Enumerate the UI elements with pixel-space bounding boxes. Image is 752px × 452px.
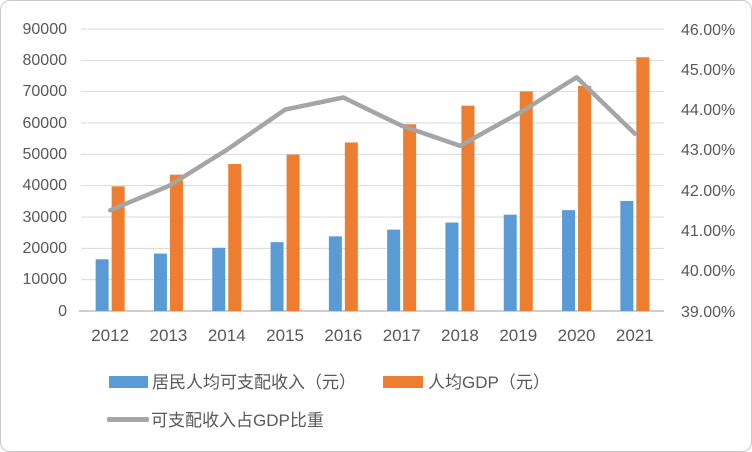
left-axis-tick-label: 10000 [22,271,68,289]
left-axis-tick-label: 60000 [22,114,68,132]
left-axis-tick-label: 40000 [22,177,68,195]
left-axis-tick-label: 70000 [22,83,68,101]
right-axis-tick-label: 45.00% [681,61,736,79]
x-axis-year-label: 2016 [324,326,363,345]
income-bar [503,214,517,311]
x-axis-year-label: 2018 [441,326,479,345]
income-bar [562,210,576,311]
income-bar [95,259,109,311]
left-axis-tick-label: 0 [58,302,67,320]
income-bar [445,222,459,311]
gdp-bar [286,154,300,311]
left-axis-tick-label: 20000 [22,239,68,257]
left-axis-tick-label: 50000 [22,145,68,163]
gdp-bar [519,91,533,311]
x-axis-year-label: 2021 [615,326,654,345]
gdp-bar [111,186,125,311]
x-axis-year-label: 2020 [557,326,596,345]
left-axis-tick-label: 80000 [22,51,68,69]
gdp-bar [461,105,475,312]
gdp-bar [344,142,358,311]
right-axis-tick-label: 44.00% [681,102,736,120]
x-axis-year-label: 2014 [207,326,246,345]
x-axis-year-label: 2017 [382,326,421,345]
right-axis-tick-label: 41.00% [681,222,736,240]
x-axis-year-label: 2013 [149,326,188,345]
left-axis-tick-label: 90000 [22,20,68,38]
left-axis-tick-label: 30000 [22,208,68,226]
gdp-bar [228,164,242,311]
income-bar [620,200,634,311]
income-bar [328,236,342,311]
gdp-bar [169,174,183,311]
right-axis-tick-label: 43.00% [681,142,736,160]
x-axis-year-label: 2019 [499,326,538,345]
income-bar [212,247,226,311]
ratio-line [107,75,638,213]
x-axis-year-label: 2012 [91,326,130,345]
income-bar [387,229,401,311]
gdp-bar [636,57,650,311]
gdp-bar [403,124,417,311]
gdp-bar [578,85,592,311]
income-bar [270,242,284,311]
right-axis-tick-label: 40.00% [681,263,736,281]
x-axis-year-label: 2015 [266,326,304,345]
right-axis-tick-label: 46.00% [681,21,736,39]
right-axis-tick-label: 39.00% [681,303,736,321]
right-axis-tick-label: 42.00% [681,182,736,200]
income-bar [153,253,167,311]
